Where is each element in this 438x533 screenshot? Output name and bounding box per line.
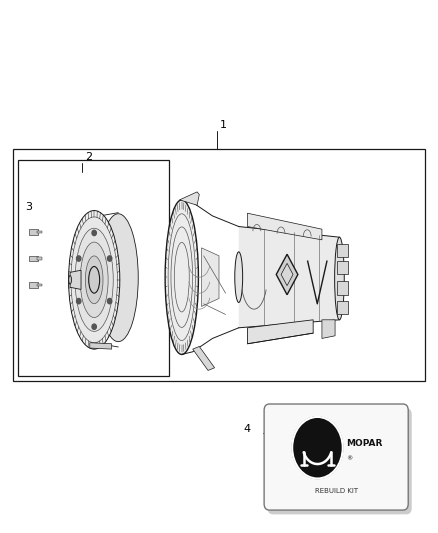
Text: ®: ® bbox=[346, 456, 353, 461]
Ellipse shape bbox=[69, 276, 71, 284]
Text: 3: 3 bbox=[25, 202, 32, 212]
Bar bbox=[37, 284, 42, 286]
Polygon shape bbox=[247, 213, 322, 240]
Bar bbox=[18, 160, 169, 376]
Polygon shape bbox=[193, 346, 215, 370]
Bar bbox=[37, 231, 42, 233]
Bar bbox=[13, 149, 425, 381]
Ellipse shape bbox=[75, 228, 113, 332]
Polygon shape bbox=[322, 320, 335, 338]
Text: 1: 1 bbox=[220, 119, 227, 130]
Circle shape bbox=[107, 298, 112, 304]
Bar bbox=[29, 282, 38, 288]
Circle shape bbox=[77, 298, 81, 304]
Ellipse shape bbox=[98, 214, 138, 342]
Circle shape bbox=[92, 230, 96, 236]
Circle shape bbox=[92, 324, 96, 329]
Bar bbox=[29, 256, 38, 261]
Polygon shape bbox=[70, 270, 81, 289]
FancyBboxPatch shape bbox=[264, 404, 408, 510]
Bar bbox=[29, 229, 38, 235]
Bar bbox=[337, 301, 348, 314]
Polygon shape bbox=[247, 320, 313, 344]
Polygon shape bbox=[201, 248, 219, 306]
FancyBboxPatch shape bbox=[268, 408, 412, 514]
Ellipse shape bbox=[80, 242, 108, 318]
Polygon shape bbox=[239, 227, 339, 328]
Circle shape bbox=[292, 417, 343, 479]
Ellipse shape bbox=[335, 237, 344, 320]
Bar bbox=[337, 244, 348, 257]
Ellipse shape bbox=[165, 200, 198, 354]
Polygon shape bbox=[276, 254, 298, 295]
Circle shape bbox=[107, 256, 112, 261]
Polygon shape bbox=[90, 343, 112, 349]
Polygon shape bbox=[281, 263, 293, 286]
Text: 4: 4 bbox=[244, 424, 251, 434]
Ellipse shape bbox=[68, 211, 120, 349]
Ellipse shape bbox=[88, 266, 99, 293]
Polygon shape bbox=[180, 192, 199, 205]
Text: MOPAR: MOPAR bbox=[346, 439, 383, 448]
Text: REBUILD KIT: REBUILD KIT bbox=[314, 488, 358, 494]
Bar bbox=[37, 257, 42, 260]
Ellipse shape bbox=[235, 252, 243, 303]
Bar bbox=[337, 281, 348, 295]
Bar bbox=[337, 261, 348, 274]
Ellipse shape bbox=[85, 256, 103, 304]
Ellipse shape bbox=[71, 217, 117, 343]
Circle shape bbox=[77, 256, 81, 261]
Text: 2: 2 bbox=[85, 152, 92, 162]
